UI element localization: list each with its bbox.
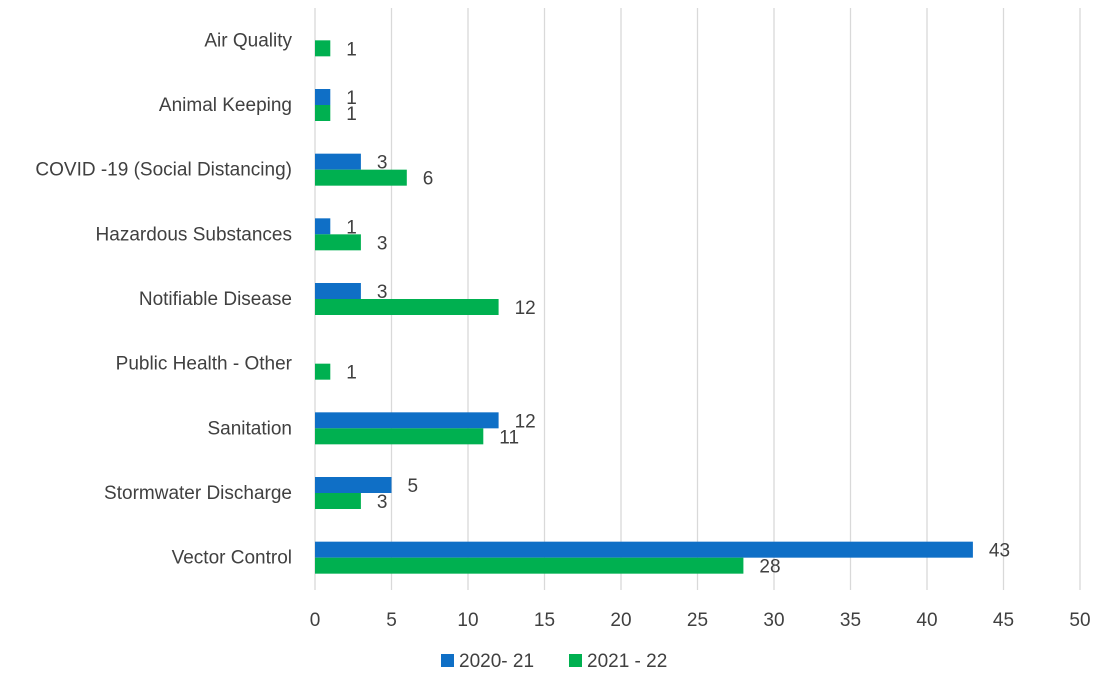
bar-series-2 — [315, 169, 407, 186]
bar-series-1 — [315, 89, 331, 105]
bar-series-2 — [315, 105, 331, 121]
bar-series-2 — [315, 493, 361, 509]
bar-series-1 — [315, 283, 361, 299]
x-tick-label: 40 — [916, 610, 937, 631]
bar-series-2 — [315, 299, 499, 315]
data-label: 1 — [346, 39, 357, 60]
bar-series-2 — [315, 557, 744, 574]
x-tick-label: 30 — [763, 610, 784, 631]
data-label: 43 — [989, 541, 1010, 562]
x-tick-label: 10 — [457, 610, 478, 631]
category-label: Sanitation — [207, 418, 292, 439]
gridlines — [314, 8, 1081, 590]
x-tick-label: 35 — [840, 610, 861, 631]
data-label: 3 — [377, 492, 388, 513]
legend-label: 2020- 21 — [459, 651, 534, 672]
x-tick-label: 0 — [310, 610, 321, 631]
bar-series-1 — [315, 153, 361, 170]
bar-series-2 — [315, 363, 331, 380]
category-label: Vector Control — [172, 548, 292, 569]
x-tick-label: 5 — [386, 610, 397, 631]
x-tick-label: 50 — [1069, 610, 1090, 631]
data-label: 6 — [423, 169, 434, 190]
x-tick-label: 15 — [534, 610, 555, 631]
legend-label: 2021 - 22 — [587, 651, 667, 672]
category-labels: Air Quality Animal Keeping COVID -19 (Soci… — [35, 30, 292, 568]
category-label: Hazardous Substances — [96, 224, 292, 245]
data-label: 12 — [515, 298, 536, 319]
bar-series-1 — [315, 218, 331, 235]
data-label: 3 — [377, 282, 388, 303]
x-axis-tick-labels: 0 5 10 15 20 25 30 35 40 45 50 — [310, 610, 1091, 631]
legend-swatch — [441, 654, 454, 667]
legend-swatch — [569, 654, 582, 667]
bar-series-1 — [315, 412, 499, 429]
data-label: 5 — [408, 476, 419, 497]
data-label: 1 — [346, 88, 357, 109]
bar-series-1 — [315, 541, 973, 558]
category-label: Public Health - Other — [116, 354, 293, 375]
x-tick-label: 20 — [610, 610, 631, 631]
category-label: Stormwater Discharge — [104, 483, 292, 504]
x-tick-label: 25 — [687, 610, 708, 631]
category-label: Notifiable Disease — [139, 289, 292, 310]
bar-series-2 — [315, 40, 331, 57]
x-tick-label: 45 — [993, 610, 1014, 631]
bars — [315, 40, 973, 574]
data-label: 3 — [377, 153, 388, 174]
data-label: 28 — [759, 557, 780, 578]
legend: 2020- 21 2021 - 22 — [441, 651, 667, 672]
data-label: 12 — [515, 411, 536, 432]
data-label: 11 — [499, 427, 519, 448]
bar-series-1 — [315, 477, 392, 493]
data-label: 1 — [346, 217, 357, 238]
data-label: 1 — [346, 104, 357, 125]
bar-series-2 — [315, 234, 361, 251]
data-label: 1 — [346, 363, 357, 384]
category-label: COVID -19 (Social Distancing) — [35, 160, 292, 181]
data-label: 3 — [377, 233, 388, 254]
category-label: Animal Keeping — [159, 95, 292, 116]
bar-series-2 — [315, 428, 484, 445]
category-label: Air Quality — [204, 30, 292, 51]
